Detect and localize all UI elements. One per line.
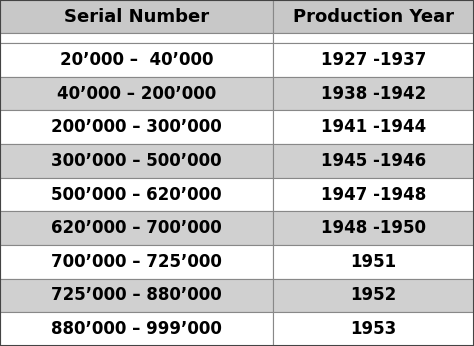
Bar — [273, 110, 474, 144]
Bar — [0, 43, 273, 77]
Text: 1951: 1951 — [350, 253, 396, 271]
Text: 880’000 – 999’000: 880’000 – 999’000 — [51, 320, 222, 338]
Bar — [0, 177, 273, 211]
Bar — [273, 33, 474, 43]
Text: 700’000 – 725’000: 700’000 – 725’000 — [51, 253, 222, 271]
Text: 1952: 1952 — [350, 286, 396, 304]
Bar — [0, 0, 273, 33]
Bar — [0, 110, 273, 144]
Bar — [273, 144, 474, 177]
Bar — [273, 177, 474, 211]
Text: 40’000 – 200’000: 40’000 – 200’000 — [57, 84, 216, 102]
Text: Production Year: Production Year — [293, 8, 454, 26]
Text: 1947 -1948: 1947 -1948 — [320, 185, 426, 203]
Bar — [273, 0, 474, 33]
Text: 200’000 – 300’000: 200’000 – 300’000 — [51, 118, 222, 136]
Text: 620’000 – 700’000: 620’000 – 700’000 — [51, 219, 222, 237]
Bar — [273, 312, 474, 346]
Bar — [273, 279, 474, 312]
Text: 300’000 – 500’000: 300’000 – 500’000 — [51, 152, 221, 170]
Text: 1953: 1953 — [350, 320, 396, 338]
Bar — [0, 279, 273, 312]
Bar — [0, 312, 273, 346]
Bar — [0, 77, 273, 110]
Bar — [0, 33, 273, 43]
Text: 500’000 – 620’000: 500’000 – 620’000 — [51, 185, 221, 203]
Text: 1927 -1937: 1927 -1937 — [320, 51, 426, 69]
Text: 1938 -1942: 1938 -1942 — [320, 84, 426, 102]
Bar — [0, 144, 273, 177]
Text: 1948 -1950: 1948 -1950 — [321, 219, 426, 237]
Bar — [273, 245, 474, 279]
Text: Serial Number: Serial Number — [64, 8, 209, 26]
Text: 1945 -1946: 1945 -1946 — [321, 152, 426, 170]
Bar — [273, 43, 474, 77]
Text: 20’000 –  40’000: 20’000 – 40’000 — [60, 51, 213, 69]
Bar — [273, 77, 474, 110]
Bar — [273, 211, 474, 245]
Text: 1941 -1944: 1941 -1944 — [320, 118, 426, 136]
Bar — [0, 211, 273, 245]
Text: 725’000 – 880’000: 725’000 – 880’000 — [51, 286, 222, 304]
Bar — [0, 245, 273, 279]
